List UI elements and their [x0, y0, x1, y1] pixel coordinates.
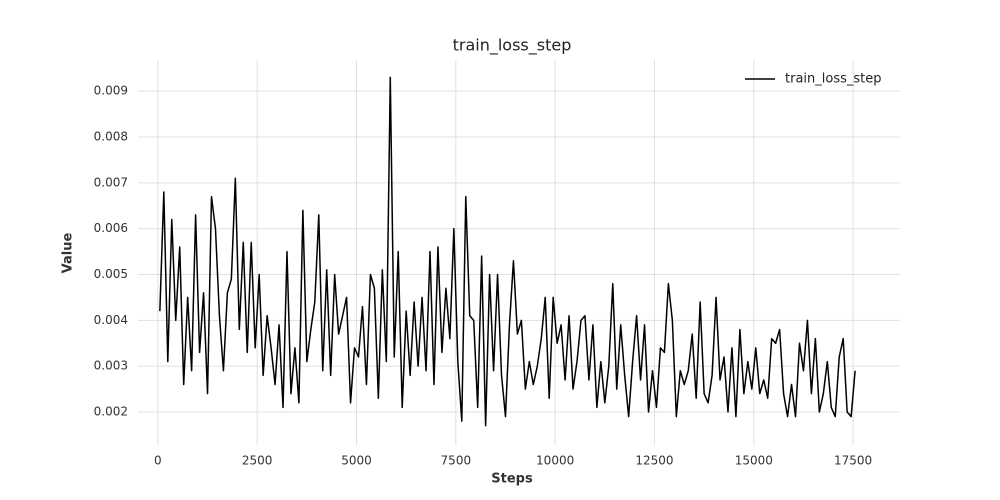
y-tick-label: 0.003 [94, 359, 128, 373]
x-tick-label: 7500 [441, 454, 472, 468]
x-tick-label: 17500 [834, 454, 872, 468]
y-tick-label: 0.002 [94, 405, 128, 419]
y-tick-label: 0.007 [94, 175, 128, 189]
x-tick-label: 0 [154, 454, 162, 468]
x-tick-label: 2500 [242, 454, 273, 468]
legend-label: train_loss_step [785, 72, 882, 87]
y-tick-label: 0.008 [94, 130, 128, 144]
x-tick-label: 15000 [735, 454, 773, 468]
y-axis-label: Value [61, 232, 76, 273]
x-tick-label: 12500 [635, 454, 673, 468]
y-tick-label: 0.009 [94, 84, 128, 98]
y-tick-label: 0.004 [94, 313, 128, 327]
chart-title: train_loss_step [453, 36, 572, 56]
line [159, 76, 856, 427]
y-tick-label: 0.005 [94, 267, 128, 281]
x-axis-label: Steps [491, 472, 533, 487]
x-tick-label: 5000 [341, 454, 372, 468]
x-tick-label: 10000 [536, 454, 574, 468]
y-tick-label: 0.006 [94, 221, 128, 235]
